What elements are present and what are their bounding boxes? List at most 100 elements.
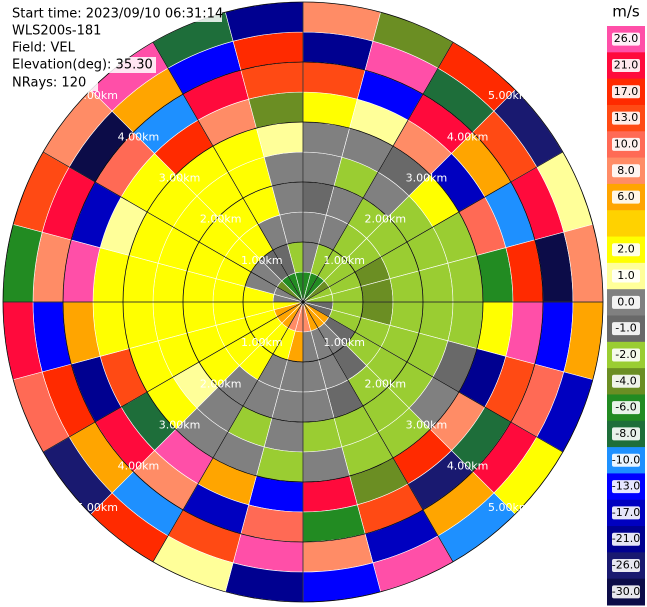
tick-label-bg [612,322,640,336]
cell [122,255,159,303]
colorbar-tick-label: -6.0 [615,401,636,414]
spoke [152,42,304,303]
tick-label-bg [612,480,640,494]
info-bg [8,23,98,39]
tick-label-bg [612,374,640,388]
colorbar-tick-label: -26.0 [612,559,640,572]
tick-label-bg [612,559,640,573]
tick-label-bg [612,269,640,283]
ring-label: 2.00km [365,213,407,226]
colorbar-tick-label: 10.0 [614,137,639,150]
velocity-field [2,1,604,603]
info-panel: Start time: 2023/09/10 06:31:14 WLS200s-1… [8,6,223,91]
tick-label-bg [612,295,640,309]
colorbar-title: m/s [612,3,640,21]
spoke [43,151,304,303]
tick-label-bg [612,427,640,441]
range-ring [62,61,544,543]
colorbar-tick-label: 0.0 [617,295,635,308]
colorbar-tick-label: -30.0 [612,585,640,598]
range-ring [2,1,604,603]
ring-label: 3.00km [159,418,201,431]
ring-label: 2.00km [200,213,242,226]
colorbar-tick-label: 26.0 [614,32,639,45]
tick-label-bg [612,85,640,99]
tick-label-bg [612,137,640,151]
colorbar-tick-label: 13.0 [614,111,639,124]
colorbar-tick-label: 21.0 [614,58,639,71]
colorbar-tick-label: 2.0 [617,243,635,256]
tick-label-bg [612,32,640,46]
info-bg [8,6,222,22]
colorbar-tick-label: -1.0 [615,322,636,335]
tick-label-bg [612,453,640,467]
ring-label: 3.00km [159,172,201,185]
tick-label-bg [612,532,640,546]
spoke [302,301,454,562]
spoke [302,151,563,303]
ring-label: 1.00km [323,254,365,267]
spoke [302,301,563,453]
cell [447,301,484,349]
info-bg [8,57,156,73]
cell [256,121,304,158]
info-line: WLS200s-181 [12,24,101,39]
ring-label: 2.00km [200,377,242,390]
overlay: 1.00km 1.00km 1.00km 1.00km 2.00km 2.00km 2.00… [2,1,604,603]
range-ring [122,121,484,483]
cell [447,255,484,303]
tick-label-bg [612,190,640,204]
cell [122,301,159,349]
colorbar-tick-label: 6.0 [617,190,635,203]
colorbar-tick-label: 8.0 [617,164,635,177]
ring-label: 5.00km [76,501,118,514]
colorbar-tick-label: -10.0 [612,453,640,466]
range-ring [242,241,364,363]
info-line: Start time: 2023/09/10 06:31:14 [12,7,223,22]
ring-label: 4.00km [447,460,489,473]
tick-label-bg [612,243,640,257]
info-line: NRays: 120 [12,76,86,91]
ring-label: 1.00km [241,336,283,349]
ring-label: 5.00km [488,501,530,514]
colorbar-tick-label: 17.0 [614,85,639,98]
ring-label: 1.00km [323,336,365,349]
ring-label: 4.00km [118,460,160,473]
colorbar-tick-label: -21.0 [612,532,640,545]
colorbar-tick-label: -17.0 [612,506,640,519]
info-bg [8,75,98,91]
colorbar-segment [607,210,645,238]
spoke [302,42,454,303]
ring-label: 5.00km [488,89,530,102]
ring-label: 1.00km [241,254,283,267]
ring-label: 5.00km [76,89,118,102]
info-line: Field: VEL [12,41,76,56]
ring-label: 2.00km [365,377,407,390]
ring-label: 3.00km [406,418,448,431]
info-bg [8,40,98,56]
tick-label-bg [612,164,640,178]
tick-label-bg [612,506,640,520]
tick-label-bg [612,58,640,72]
ring-label: 3.00km [406,172,448,185]
tick-label-bg [612,585,640,599]
colorbar-tick-label: -4.0 [615,374,636,387]
ring-label: 4.00km [447,130,489,143]
colorbar: m/s 26.0 21.0 17.0 13.0 10.0 8.0 6.0 2.0 1.0 0.0 -1… [607,3,645,606]
colorbar-tick-label: -8.0 [615,427,636,440]
tick-label-bg [612,401,640,415]
cell [256,446,304,483]
colorbar-tick-label: 1.0 [617,269,635,282]
info-line: Elevation(deg): 35.30 [12,58,153,73]
cell [302,121,350,158]
cell [302,446,350,483]
colorbar-tick-label: -2.0 [615,348,636,361]
tick-label-bg [612,111,640,125]
spoke [43,301,304,453]
ring-label: 4.00km [118,130,160,143]
tick-label-bg [612,348,640,362]
colorbar-tick-label: -13.0 [612,480,640,493]
range-ring [182,181,424,423]
